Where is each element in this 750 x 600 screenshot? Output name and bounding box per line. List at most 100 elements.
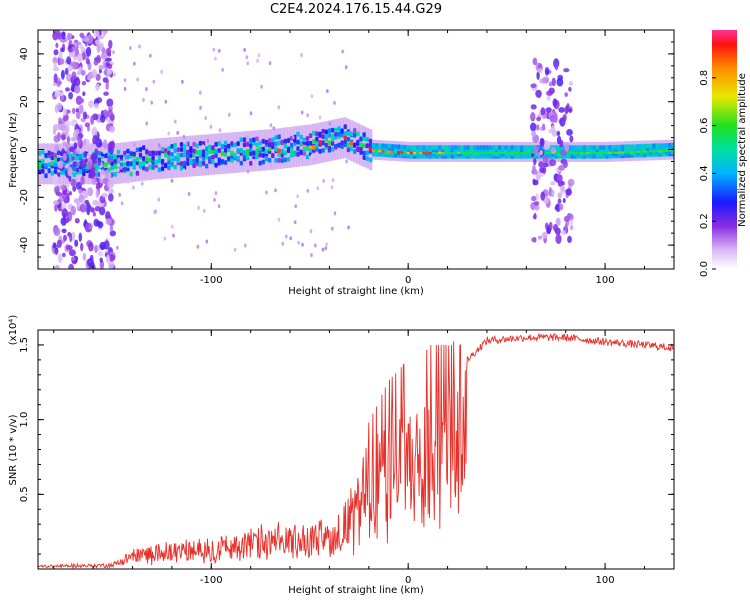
- heatmap-cell: [53, 152, 58, 158]
- heatmap-cell: [198, 160, 203, 166]
- heatmap-cell: [353, 142, 357, 148]
- heatmap-cell: [327, 140, 332, 146]
- heatmap-cell: [38, 165, 42, 170]
- heatmap-cell: [255, 148, 259, 153]
- heatmap-cell: [601, 145, 606, 150]
- heatmap-cell: [66, 217, 70, 224]
- heatmap-cell: [326, 89, 329, 94]
- heatmap-cell: [72, 161, 78, 167]
- heatmap-cell: [347, 225, 350, 230]
- heatmap-cell: [565, 188, 572, 196]
- heatmap-cell: [305, 136, 310, 141]
- heatmap-cell: [558, 164, 565, 171]
- heatmap-cell: [346, 142, 351, 148]
- heatmap-cell: [164, 152, 168, 157]
- heatmap-cell: [205, 163, 209, 169]
- heatmap-cell: [173, 142, 178, 148]
- heatmap-cell: [271, 141, 275, 146]
- heatmap-cell: [149, 53, 152, 58]
- heatmap-cell: [192, 148, 196, 154]
- heatmap-cell: [233, 142, 237, 148]
- heatmap-cell: [345, 159, 348, 164]
- heatmap-cell: [138, 44, 141, 49]
- heatmap-cell: [633, 144, 637, 149]
- heatmap-cell: [375, 143, 379, 148]
- heatmap-cell: [55, 42, 59, 48]
- heatmap-cell: [274, 146, 278, 152]
- heatmap-cell: [132, 158, 137, 164]
- heatmap-cell: [617, 144, 622, 150]
- heatmap-cell: [531, 169, 538, 175]
- heatmap-cell: [113, 171, 118, 177]
- heatmap-cell: [558, 107, 566, 113]
- heatmap-cell: [362, 155, 367, 160]
- heatmap-cell: [106, 98, 114, 107]
- heatmap-cell: [236, 141, 241, 146]
- x-tick-label: 100: [596, 575, 615, 586]
- heatmap-cell: [108, 39, 113, 50]
- heatmap-cell: [123, 86, 127, 91]
- heatmap-cell: [47, 150, 52, 156]
- heatmap-cell: [97, 35, 104, 40]
- heatmap-cell: [302, 150, 307, 156]
- heatmap-cell: [192, 158, 196, 164]
- heatmap-cell: [135, 157, 140, 162]
- heatmap-cell: [195, 149, 200, 155]
- heatmap-cell: [334, 143, 338, 149]
- y-tick-label: 1.5: [19, 337, 30, 353]
- heatmap-cell: [299, 150, 304, 156]
- heatmap-cell: [233, 146, 236, 151]
- heatmap-cell: [53, 162, 58, 168]
- heatmap-cell: [285, 234, 288, 239]
- heatmap-cell: [129, 161, 133, 167]
- heatmap-cell: [223, 151, 228, 157]
- colorbar-tick-label: 0.0: [699, 261, 710, 277]
- colorbar-tick-label: 0.2: [699, 213, 710, 229]
- heatmap-cell: [160, 69, 163, 74]
- heatmap-cell: [56, 102, 62, 111]
- heatmap-cell: [302, 147, 307, 152]
- heatmap-cell: [255, 154, 259, 160]
- heatmap-cell: [390, 144, 395, 149]
- heatmap-cell: [214, 191, 218, 196]
- heatmap-cell: [315, 142, 319, 148]
- heatmap-cell: [182, 152, 187, 158]
- heatmap-cell: [286, 156, 291, 162]
- heatmap-cell: [61, 228, 67, 234]
- heatmap-cell: [318, 140, 322, 145]
- heatmap-cell: [554, 63, 559, 71]
- heatmap-cell: [277, 140, 281, 146]
- snr-multiplier-label: (x10⁴): [8, 315, 19, 346]
- heatmap-cell: [337, 131, 341, 137]
- heatmap-cell: [79, 169, 83, 175]
- heatmap-cell: [83, 150, 87, 159]
- heatmap-cell: [78, 188, 82, 194]
- heatmap-cell: [53, 200, 60, 206]
- heatmap-cell: [185, 141, 188, 146]
- heatmap-cell: [106, 69, 113, 75]
- heatmap-cell: [340, 132, 344, 138]
- heatmap-cell: [79, 133, 84, 139]
- heatmap-cell: [157, 158, 162, 163]
- heatmap-cell: [154, 138, 159, 180]
- heatmap-cell: [75, 155, 80, 161]
- heatmap-cell: [384, 143, 389, 149]
- heatmap-cell: [176, 130, 179, 135]
- heatmap-cell: [297, 240, 301, 245]
- heatmap-cell: [94, 245, 98, 254]
- heatmap-cell: [76, 53, 83, 63]
- heatmap-cell: [368, 142, 373, 147]
- heatmap-cell: [197, 205, 200, 210]
- heatmap-cell: [65, 245, 73, 251]
- heatmap-cell: [74, 239, 79, 247]
- heatmap-cell: [321, 140, 326, 146]
- heatmap-cell: [132, 185, 135, 190]
- heatmap-cell: [246, 61, 250, 66]
- heatmap-cell: [554, 112, 558, 122]
- heatmap-cell: [87, 187, 94, 197]
- spectrogram-ticks: -100 0 100 -40 -20 0 20 40: [19, 30, 674, 286]
- heatmap-cell: [119, 154, 124, 160]
- heatmap-cell: [223, 140, 228, 146]
- heatmap-cell: [541, 231, 548, 239]
- heatmap-cell: [66, 56, 72, 65]
